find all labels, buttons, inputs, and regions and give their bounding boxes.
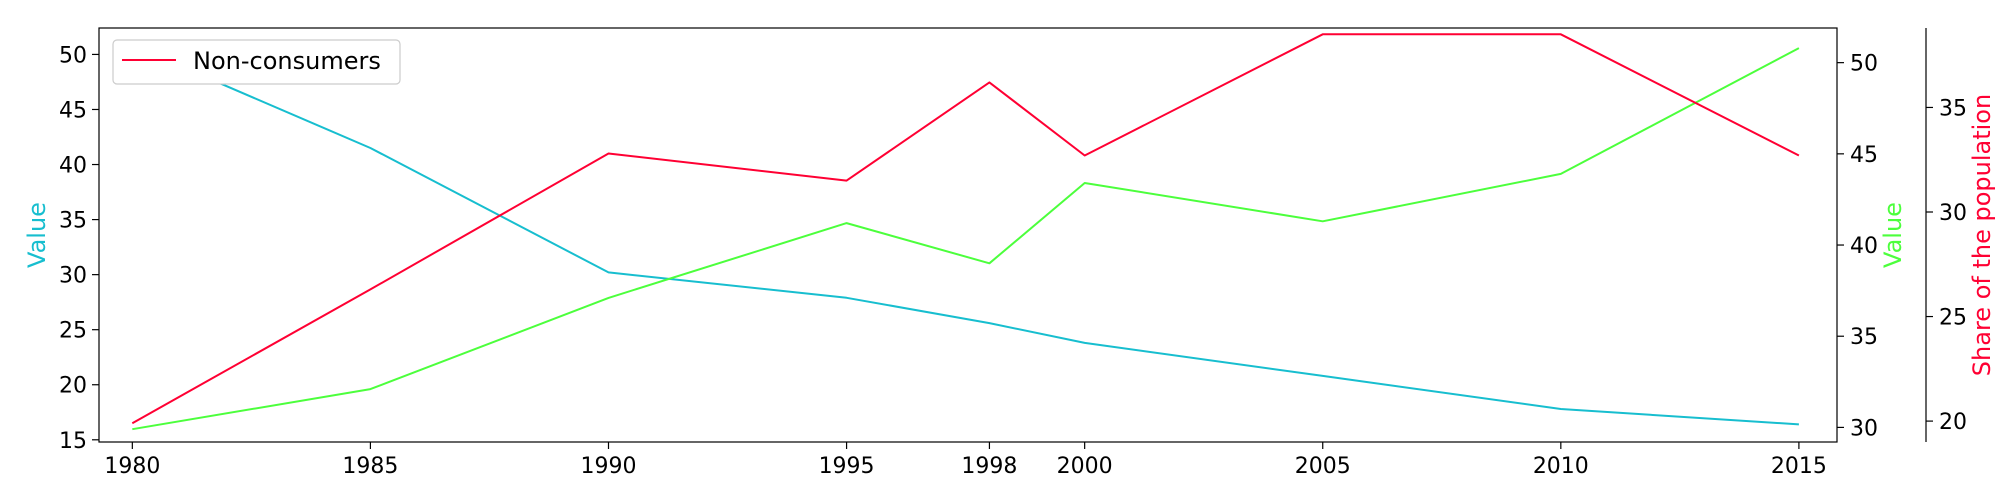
x-tick-label: 2005 — [1295, 454, 1351, 479]
y-left-tick-label: 45 — [59, 98, 87, 123]
x-tick-label: 1985 — [342, 454, 398, 479]
y-right1-tick-label: 30 — [1850, 416, 1878, 441]
legend-label-non-consumers: Non-consumers — [193, 47, 381, 75]
y-right1-tick-label: 40 — [1850, 234, 1878, 259]
y-axis-right-1-title: Value — [1879, 202, 1907, 268]
x-axis: 1980 1985 1990 1995 1998 2000 2005 2010 2015 — [104, 442, 1827, 479]
series-line-0 — [131, 44, 1799, 426]
y-right1-tick-label: 45 — [1850, 143, 1878, 168]
y-right2-tick-label: 30 — [1939, 201, 1967, 226]
x-tick-label: 2000 — [1057, 454, 1113, 479]
x-tick-label: 2015 — [1771, 454, 1827, 479]
series-line-1 — [132, 47, 1800, 431]
series-layer — [131, 33, 1800, 431]
legend-box — [112, 39, 401, 85]
y-axis-right-1: 30 35 40 45 50 — [1837, 52, 1878, 441]
x-tick-label: 1995 — [819, 454, 875, 479]
legend: Non-consumers — [112, 39, 401, 85]
y-right1-tick-label: 35 — [1850, 325, 1878, 350]
y-right2-tick-label: 20 — [1939, 410, 1967, 435]
y-axis-left: 15 20 25 30 35 40 45 50 — [59, 43, 99, 454]
y-left-tick-label: 25 — [59, 319, 87, 344]
x-tick-label: 1980 — [104, 454, 160, 479]
y-left-tick-label: 30 — [59, 264, 87, 289]
y-axis-right-2: 20 25 30 35 — [1925, 28, 1967, 442]
y-left-tick-label: 20 — [59, 374, 87, 399]
x-tick-label: 1998 — [961, 454, 1017, 479]
x-tick-label: 1990 — [580, 454, 636, 479]
series-line-2 — [131, 33, 1800, 425]
y-right2-tick-label: 35 — [1939, 96, 1967, 121]
y-right2-tick-label: 25 — [1939, 306, 1967, 331]
y-axis-left-title: Value — [23, 202, 51, 268]
y-left-tick-label: 50 — [59, 43, 87, 68]
y-axis-right-2-title: Share of the population — [1968, 94, 1996, 376]
y-right1-tick-label: 50 — [1850, 52, 1878, 77]
y-left-tick-label: 35 — [59, 209, 87, 234]
y-left-tick-label: 40 — [59, 154, 87, 179]
x-tick-label: 2010 — [1533, 454, 1589, 479]
plot-area — [98, 27, 1838, 443]
y-left-tick-label: 15 — [59, 429, 87, 454]
